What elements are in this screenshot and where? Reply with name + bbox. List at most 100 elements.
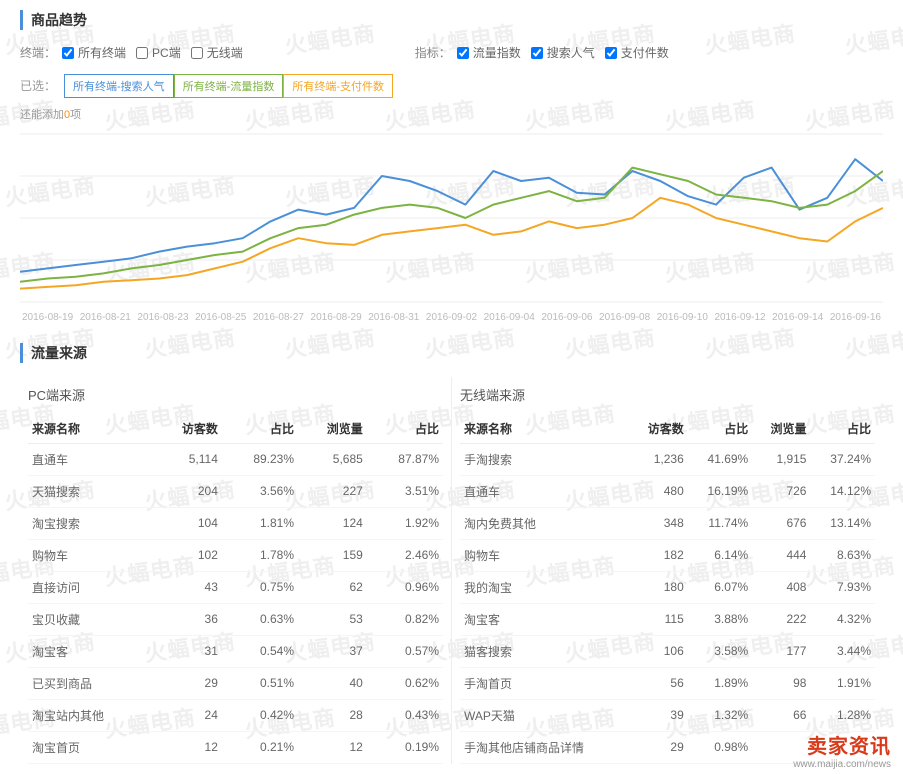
value-cell: 7.93% [810,571,875,603]
source-name-cell: 淘宝首页 [28,731,153,763]
table-header: 浏览量 [752,414,810,444]
table-header: 来源名称 [460,414,629,444]
value-cell: 0.43% [367,699,443,731]
source-name-cell: 淘宝搜索 [28,507,153,539]
source-name-cell: WAP天猫 [460,699,629,731]
table-row: 淘宝客1153.88%2224.32% [460,603,875,635]
table-header: 占比 [810,414,875,444]
value-cell: 204 [153,475,222,507]
value-cell: 28 [298,699,367,731]
source-name-cell: 宝贝收藏 [28,603,153,635]
value-cell: 89.23% [222,443,298,475]
value-cell: 56 [629,667,687,699]
chart-series-流量指数 [20,167,883,281]
value-cell: 4.32% [810,603,875,635]
value-cell: 106 [629,635,687,667]
metric-label: 支付件数 [621,44,669,61]
value-cell: 1.81% [222,507,298,539]
metric-checkbox[interactable] [531,47,543,59]
value-cell: 87.87% [367,443,443,475]
trend-chart [20,128,883,308]
x-axis-label: 2016-09-16 [830,312,881,323]
value-cell: 3.88% [688,603,752,635]
x-axis-label: 2016-08-27 [253,312,304,323]
value-cell: 13.14% [810,507,875,539]
source-name-cell: 淘宝客 [460,603,629,635]
wireless-source-table: 来源名称访客数占比浏览量占比 手淘搜索1,23641.69%1,91537.24… [460,414,875,764]
value-cell: 66 [752,699,810,731]
source-name-cell: 淘内免费其他 [460,507,629,539]
metric-label: 流量指数 [473,44,521,61]
value-cell: 5,685 [298,443,367,475]
value-cell: 3.44% [810,635,875,667]
source-name-cell: 直通车 [460,475,629,507]
value-cell: 0.42% [222,699,298,731]
terminal-checkbox[interactable] [191,47,203,59]
value-cell: 222 [752,603,810,635]
source-name-cell: 直通车 [28,443,153,475]
value-cell: 6.07% [688,571,752,603]
value-cell: 3.56% [222,475,298,507]
value-cell: 1.78% [222,539,298,571]
value-cell: 1.28% [810,699,875,731]
metric-checkbox[interactable] [605,47,617,59]
value-cell: 53 [298,603,367,635]
terminal-label: 无线端 [207,44,243,61]
table-row: 淘宝站内其他240.42%280.43% [28,699,443,731]
source-name-cell: 已买到商品 [28,667,153,699]
source-name-cell: 天猫搜索 [28,475,153,507]
terminal-label: 终端： [20,44,56,61]
terminal-option[interactable]: PC端 [136,44,181,61]
value-cell: 39 [629,699,687,731]
selected-tag[interactable]: 所有终端-流量指数 [174,74,284,98]
source-name-cell: 手淘首页 [460,667,629,699]
value-cell: 37 [298,635,367,667]
source-name-cell: 淘宝客 [28,635,153,667]
terminal-label: PC端 [152,44,181,61]
x-axis-label: 2016-08-19 [22,312,73,323]
table-row: 购物车1021.78%1592.46% [28,539,443,571]
source-name-cell: 猫客搜索 [460,635,629,667]
table-row: 淘宝客310.54%370.57% [28,635,443,667]
value-cell: 3.58% [688,635,752,667]
footer-brand: 卖家资讯 [793,730,891,759]
value-cell: 480 [629,475,687,507]
value-cell: 62 [298,571,367,603]
table-row: 直通车48016.19%72614.12% [460,475,875,507]
selected-tag[interactable]: 所有终端-支付件数 [283,74,393,98]
value-cell: 3.51% [367,475,443,507]
metric-checkbox[interactable] [457,47,469,59]
x-axis-label: 2016-09-08 [599,312,650,323]
value-cell: 11.74% [688,507,752,539]
selected-tag[interactable]: 所有终端-搜索人气 [64,74,174,98]
terminal-option[interactable]: 所有终端 [62,44,126,61]
terminal-option[interactable]: 无线端 [191,44,243,61]
add-note: 还能添加0项 [20,106,883,122]
chart-x-axis: 2016-08-192016-08-212016-08-232016-08-25… [20,312,883,323]
table-row: 购物车1826.14%4448.63% [460,539,875,571]
table-row: 淘宝搜索1041.81%1241.92% [28,507,443,539]
value-cell: 180 [629,571,687,603]
terminal-checkbox[interactable] [62,47,74,59]
table-row: 宝贝收藏360.63%530.82% [28,603,443,635]
value-cell: 5,114 [153,443,222,475]
value-cell: 0.75% [222,571,298,603]
table-row: 手淘首页561.89%981.91% [460,667,875,699]
table-header: 浏览量 [298,414,367,444]
table-header: 占比 [367,414,443,444]
terminal-checkbox[interactable] [136,47,148,59]
value-cell: 444 [752,539,810,571]
terminal-label: 所有终端 [78,44,126,61]
footer-url: www.maijia.com/news [793,759,891,770]
wireless-source-column: 无线端来源 来源名称访客数占比浏览量占比 手淘搜索1,23641.69%1,91… [451,377,883,764]
metric-option[interactable]: 支付件数 [605,44,669,61]
metric-option[interactable]: 流量指数 [457,44,521,61]
x-axis-label: 2016-09-06 [541,312,592,323]
value-cell: 24 [153,699,222,731]
selected-label: 已选： [20,77,56,94]
value-cell: 29 [629,731,687,763]
metric-label: 指标： [415,44,451,61]
metric-option[interactable]: 搜索人气 [531,44,595,61]
source-name-cell: 手淘其他店铺商品详情 [460,731,629,763]
x-axis-label: 2016-09-12 [714,312,765,323]
